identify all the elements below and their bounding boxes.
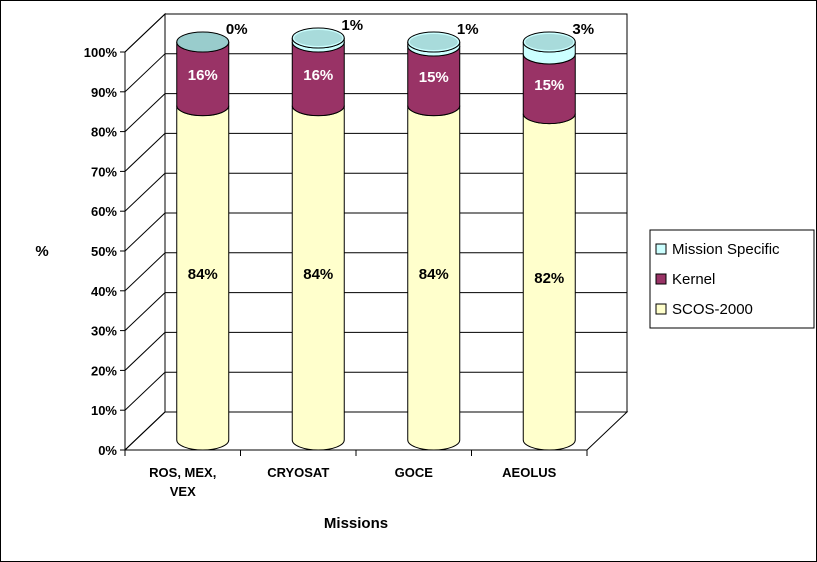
y-tick-label: 80% — [91, 125, 117, 140]
bar-stack — [176, 31, 230, 451]
y-tick-label: 0% — [98, 443, 117, 458]
legend-swatch — [655, 273, 667, 285]
legend: Mission Specific Kernel SCOS-2000 — [649, 229, 815, 329]
gridline-side — [124, 133, 166, 172]
gridline-side — [124, 93, 166, 132]
bar-top-shade — [294, 30, 343, 47]
legend-swatch — [655, 243, 667, 255]
x-category-label: VEX — [170, 484, 196, 499]
gridline-side — [124, 212, 166, 252]
data-label: 84% — [303, 266, 333, 283]
data-label: 15% — [419, 69, 449, 86]
gridline-side — [124, 172, 166, 212]
gridline-side — [124, 371, 166, 411]
legend-box — [649, 229, 815, 329]
y-tick-label: 70% — [91, 164, 117, 179]
data-labels: 84% 16% 0% 84% 16% 1% 84% 15% 1% 82% 15% 3% — [188, 17, 594, 287]
data-label: 16% — [303, 67, 333, 84]
data-label: 84% — [188, 266, 218, 283]
gridline-side — [124, 13, 166, 53]
bar-stack — [522, 31, 576, 451]
data-label: 3% — [572, 21, 594, 38]
x-category-label: ROS, MEX, — [149, 465, 216, 480]
x-category-label: AEOLUS — [502, 465, 557, 480]
data-label: 16% — [188, 67, 218, 84]
data-label: 15% — [534, 77, 564, 94]
legend-swatch — [655, 303, 667, 315]
legend-label: SCOS-2000 — [672, 301, 753, 318]
gridline-side — [124, 292, 166, 331]
gridline-side — [124, 411, 166, 451]
y-tick-label: 50% — [91, 244, 117, 259]
bars — [176, 27, 576, 451]
gridline-side — [124, 252, 166, 292]
data-label: 1% — [341, 17, 363, 34]
y-tick-label: 20% — [91, 363, 117, 378]
y-tick-label: 30% — [91, 324, 117, 339]
data-label: 1% — [457, 21, 479, 38]
bar-stack — [291, 27, 345, 451]
legend-label: Mission Specific — [672, 241, 780, 258]
y-tick-label: 10% — [91, 403, 117, 418]
y-tick-label: 90% — [91, 85, 117, 100]
bar-top-shade — [409, 34, 458, 50]
y-tick-label: 60% — [91, 204, 117, 219]
legend-label: Kernel — [672, 271, 715, 288]
bar-top-shade — [178, 34, 227, 50]
y-tick-label: 40% — [91, 284, 117, 299]
x-axis-title: Missions — [324, 515, 388, 532]
bar-stack — [407, 31, 461, 451]
data-label: 82% — [534, 270, 564, 287]
x-category-label: CRYOSAT — [267, 465, 329, 480]
x-category-label: GOCE — [395, 465, 434, 480]
gridline-side — [124, 332, 166, 371]
y-tick-label: 100% — [84, 45, 118, 60]
gridline-side — [124, 53, 166, 93]
y-axis-title: % — [35, 243, 48, 260]
data-label: 0% — [226, 21, 248, 38]
bar-top-shade — [525, 34, 574, 50]
axes: 0% 10% 20% 30% 40% 50% 60% 70% 80% 90% 100% ROS, ME… — [35, 45, 588, 532]
data-label: 84% — [419, 266, 449, 283]
